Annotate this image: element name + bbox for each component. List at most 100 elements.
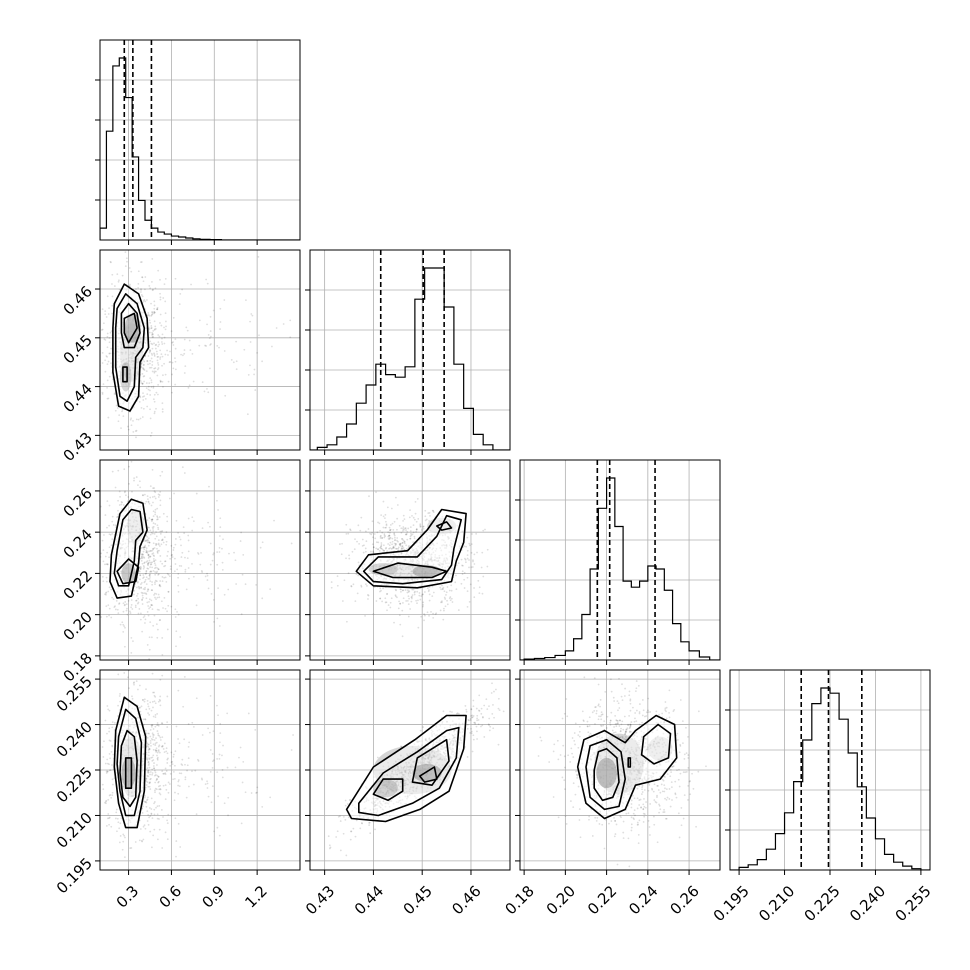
sample-point bbox=[423, 591, 426, 593]
sample-point bbox=[147, 746, 150, 748]
sample-point bbox=[404, 533, 407, 536]
sample-point bbox=[161, 847, 164, 849]
sample-point bbox=[129, 610, 131, 613]
sample-point bbox=[341, 542, 343, 545]
sample-point bbox=[181, 764, 184, 767]
sample-point bbox=[441, 584, 443, 587]
sample-point bbox=[154, 508, 157, 511]
sample-point bbox=[158, 583, 161, 586]
sample-point bbox=[206, 323, 208, 326]
sample-point bbox=[174, 357, 176, 360]
sample-point bbox=[477, 719, 480, 721]
sample-point bbox=[419, 525, 422, 528]
sample-point bbox=[150, 725, 153, 728]
sample-point bbox=[188, 785, 190, 788]
sample-point bbox=[108, 341, 111, 344]
sample-point bbox=[387, 531, 390, 534]
sample-point bbox=[358, 542, 361, 545]
sample-point bbox=[412, 524, 415, 527]
sample-point bbox=[88, 811, 90, 813]
sample-point bbox=[477, 709, 480, 712]
sample-point bbox=[160, 722, 163, 725]
sample-point bbox=[219, 307, 222, 310]
sample-point bbox=[134, 604, 137, 607]
sample-point bbox=[154, 787, 157, 790]
sample-point bbox=[166, 572, 169, 575]
sample-point bbox=[110, 616, 113, 619]
sample-point bbox=[111, 783, 114, 786]
sample-point bbox=[400, 547, 403, 550]
sample-point bbox=[146, 601, 149, 604]
sample-point bbox=[186, 557, 189, 560]
sample-point bbox=[151, 281, 153, 283]
sample-point bbox=[146, 495, 149, 497]
sample-point bbox=[389, 601, 392, 604]
sample-point bbox=[145, 569, 148, 572]
sample-point bbox=[174, 347, 177, 350]
sample-point bbox=[401, 609, 404, 612]
contour-level bbox=[114, 293, 146, 403]
sample-point bbox=[163, 326, 165, 329]
sample-point bbox=[157, 775, 160, 778]
sample-point bbox=[105, 799, 108, 802]
sample-point bbox=[164, 607, 167, 610]
sample-point bbox=[177, 779, 180, 781]
sample-point bbox=[156, 547, 158, 550]
sample-point bbox=[145, 551, 148, 554]
sample-point bbox=[166, 610, 168, 613]
sample-point bbox=[466, 590, 469, 593]
sample-point bbox=[145, 561, 148, 563]
sample-point bbox=[429, 514, 431, 517]
sample-point bbox=[162, 385, 164, 388]
sample-point bbox=[468, 559, 470, 561]
sample-point bbox=[223, 299, 226, 301]
sample-point bbox=[109, 331, 112, 334]
sample-point bbox=[104, 593, 106, 596]
sample-point bbox=[157, 542, 160, 545]
sample-point bbox=[394, 543, 397, 545]
sample-point bbox=[336, 575, 339, 578]
sample-point bbox=[153, 342, 155, 345]
sample-point bbox=[138, 684, 141, 687]
sample-point bbox=[151, 526, 154, 529]
sample-point bbox=[388, 534, 391, 537]
sample-point bbox=[104, 563, 106, 566]
sample-point bbox=[150, 570, 153, 573]
sample-point bbox=[148, 636, 151, 639]
sample-point bbox=[141, 557, 144, 560]
sample-point bbox=[161, 576, 164, 578]
sample-point bbox=[381, 600, 384, 603]
sample-point bbox=[451, 601, 454, 603]
sample-point bbox=[442, 607, 445, 610]
sample-point bbox=[209, 344, 211, 346]
sample-point bbox=[111, 538, 114, 541]
sample-point bbox=[424, 515, 427, 518]
sample-point bbox=[389, 541, 392, 544]
sample-point bbox=[108, 709, 111, 712]
sample-point bbox=[152, 624, 155, 627]
sample-point bbox=[122, 840, 125, 843]
sample-point bbox=[370, 550, 372, 553]
sample-point bbox=[156, 515, 158, 518]
sample-point bbox=[376, 531, 379, 534]
sample-point bbox=[145, 576, 148, 579]
sample-point bbox=[380, 589, 382, 592]
sample-point bbox=[174, 764, 176, 767]
sample-point bbox=[183, 738, 186, 741]
sample-point bbox=[182, 526, 185, 529]
histogram-1 bbox=[310, 267, 510, 450]
sample-point bbox=[148, 766, 151, 769]
sample-point bbox=[186, 764, 189, 767]
sample-point bbox=[143, 545, 146, 548]
sample-point bbox=[355, 819, 358, 822]
sample-point bbox=[96, 342, 98, 344]
sample-point bbox=[156, 356, 159, 358]
sample-point bbox=[111, 304, 114, 307]
sample-point bbox=[151, 370, 154, 373]
sample-point bbox=[443, 590, 446, 593]
sample-point bbox=[154, 695, 157, 698]
sample-point bbox=[245, 299, 247, 302]
sample-point bbox=[135, 599, 138, 602]
sample-point bbox=[160, 539, 163, 542]
sample-point bbox=[149, 815, 152, 817]
